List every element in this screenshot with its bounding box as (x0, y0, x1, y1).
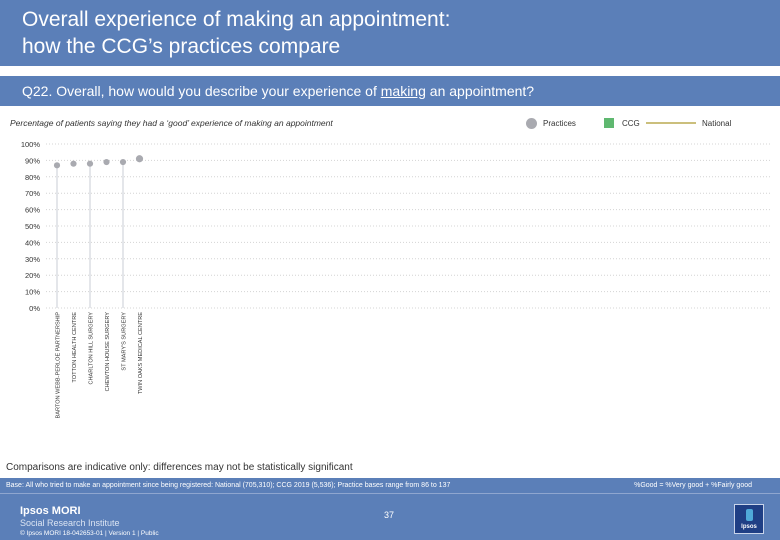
legend-ccg: CCG (604, 116, 640, 130)
y-tick-label: 60% (25, 206, 40, 215)
legend-ccg-marker (604, 118, 614, 128)
legend-national: National (646, 116, 731, 130)
legend-practices: Practices (526, 116, 576, 130)
page-title: Overall experience of making an appointm… (22, 8, 451, 58)
practice-point (119, 158, 127, 166)
y-tick-label: 30% (25, 255, 40, 264)
category-label: TWIN OAKS MEDICAL CENTRE (138, 312, 144, 394)
y-tick-label: 70% (25, 189, 40, 198)
question-text-underlined: making (380, 83, 426, 99)
brand-name: Ipsos MORI (20, 505, 81, 517)
brand-subtitle: Social Research Institute (20, 518, 120, 528)
practice-point (86, 160, 94, 167)
legend-national-marker (646, 122, 696, 124)
legend-national-label: National (702, 118, 732, 128)
category-label: BARTON WEBB-PERLOE PARTNERSHIP (56, 312, 62, 419)
category-label: CHEWTON HOUSE SURGERY (105, 312, 111, 392)
category-label: TOTTON HEALTH CENTRE (72, 312, 78, 383)
y-tick-label: 40% (25, 238, 40, 247)
question-text-after: an appointment? (425, 83, 535, 99)
legend-practices-label: Practices (543, 118, 576, 128)
y-tick-label: 90% (25, 156, 40, 165)
logo-mark-icon (746, 509, 753, 521)
good-definition: %Good = %Very good + %Fairly good (634, 482, 752, 489)
copyright-text: © Ipsos MORI 18-042653-01 | Version 1 | … (20, 530, 159, 537)
y-tick-label: 80% (25, 173, 40, 182)
y-tick-label: 100% (21, 140, 41, 149)
header-bar: Overall experience of making an appointm… (0, 0, 780, 66)
question-text: Q22. Overall, how would you describe you… (22, 83, 534, 99)
practice-point (70, 160, 77, 167)
practice-chart: 0% 10% 20% 30% 40% 50% 60% 70% 80% 90% 100% BARTON … (21, 140, 770, 419)
legend-practices-marker (526, 117, 537, 129)
chart-title: Percentage of patients saying they had a… (10, 118, 333, 128)
footer-divider (0, 493, 780, 494)
footer-bar: Base: All who tried to make an appointme… (0, 478, 780, 540)
question-text-before: Q22. Overall, how would you describe you… (22, 83, 381, 99)
category-label: CHARLTON HILL SURGERY (89, 312, 95, 385)
y-tick-label: 10% (25, 288, 40, 297)
practice-point (53, 162, 61, 169)
base-text: Base: All who tried to make an appointme… (6, 482, 451, 489)
legend-ccg-label: CCG (622, 118, 640, 128)
practice-point (135, 155, 144, 163)
y-tick-label: 50% (25, 222, 40, 231)
question-bar: Q22. Overall, how would you describe you… (0, 76, 780, 106)
significance-note: Comparisons are indicative only: differe… (6, 462, 353, 473)
page-number: 37 (384, 510, 395, 520)
category-label: ST MARY'S SURGERY (122, 312, 128, 371)
y-tick-label: 0% (29, 304, 40, 313)
logo-text: Ipsos (741, 524, 757, 530)
y-tick-label: 20% (25, 271, 40, 280)
practice-point (103, 158, 110, 166)
ipsos-logo: Ipsos (734, 504, 764, 534)
